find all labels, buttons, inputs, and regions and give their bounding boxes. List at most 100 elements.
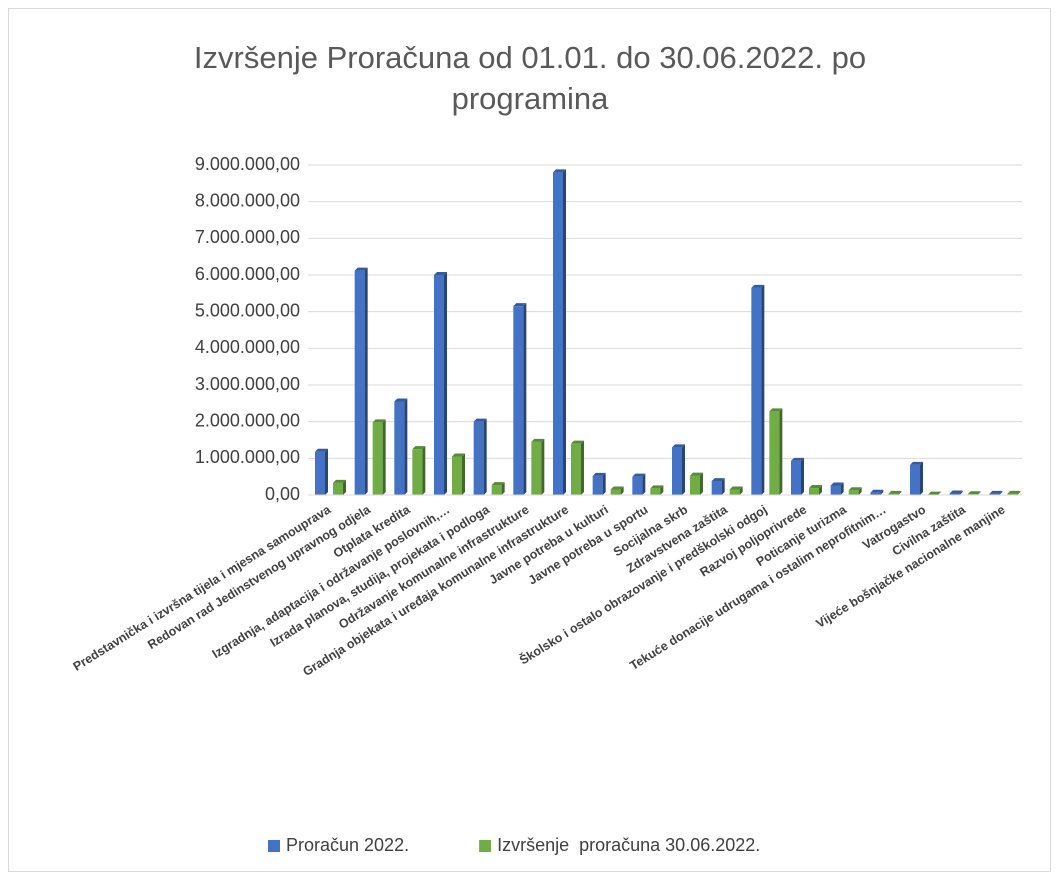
y-tick-label: 6.000.000,00: [195, 264, 300, 284]
bar-side: [364, 267, 368, 495]
bar-top: [473, 418, 487, 422]
bar: [434, 275, 444, 495]
bar: [333, 482, 343, 495]
bar-side: [325, 448, 328, 495]
bar-top: [690, 472, 703, 476]
bar: [531, 441, 542, 495]
bar-side: [999, 490, 1003, 495]
y-tick-label: 2.000.000,00: [195, 410, 300, 430]
bar-top: [531, 438, 545, 442]
bar-side: [1017, 490, 1021, 495]
bar-top: [513, 303, 527, 307]
bar-top: [394, 398, 408, 402]
bar-side: [700, 472, 703, 495]
bar: [571, 443, 581, 495]
bar-top: [830, 482, 844, 486]
bar-side: [444, 272, 447, 495]
bar-side: [977, 491, 981, 495]
y-tick-label: 4.000.000,00: [195, 337, 300, 357]
bar-top: [949, 490, 963, 494]
legend-swatch: [479, 840, 492, 852]
bar: [553, 172, 563, 496]
bar-top: [1007, 490, 1021, 494]
bar-top: [592, 472, 606, 476]
bar-side: [739, 486, 743, 495]
bar-side: [682, 444, 685, 495]
bar-side: [501, 482, 505, 495]
bar-side: [819, 485, 822, 495]
bar-side: [620, 486, 624, 495]
bar-side: [483, 418, 487, 495]
bar-top: [333, 479, 346, 483]
bar-side: [404, 398, 408, 495]
legend-label: Proračun 2022.: [286, 835, 409, 855]
bar-side: [462, 453, 465, 495]
bar-side: [779, 408, 783, 495]
bar-top: [870, 489, 884, 493]
bar: [690, 475, 700, 495]
bar-top: [452, 453, 465, 457]
bar: [315, 451, 325, 495]
chart-title: Izvršenje Proračuna od 01.01. do 30.06.2…: [194, 40, 866, 116]
bar: [870, 492, 881, 495]
bar: [830, 485, 841, 495]
bar-side: [801, 457, 804, 495]
bar: [949, 493, 960, 495]
bar: [751, 287, 762, 495]
bar: [650, 488, 661, 495]
bar-top: [412, 446, 426, 450]
bar: [769, 411, 780, 495]
bar: [888, 493, 899, 495]
bar-side: [343, 479, 346, 495]
bar-side: [959, 490, 963, 495]
bar-top: [967, 491, 981, 495]
bar-side: [880, 489, 884, 495]
bar-side: [938, 491, 941, 495]
bar: [452, 456, 462, 495]
bar-top: [848, 487, 862, 491]
bar: [848, 490, 859, 495]
chart-border: [8, 8, 1051, 872]
bar: [372, 422, 383, 495]
y-tick-label: 3.000.000,00: [195, 374, 300, 394]
bar: [1007, 493, 1018, 495]
y-tick-label: 5.000.000,00: [195, 300, 300, 320]
bar: [412, 449, 423, 495]
bar-top: [610, 486, 624, 490]
bar: [473, 421, 484, 495]
bar-side: [422, 446, 426, 495]
bar-side: [858, 487, 862, 495]
bar-top: [672, 444, 685, 448]
y-tick-label: 0,00: [265, 484, 300, 504]
bar-top: [729, 486, 743, 490]
bar-top: [491, 482, 505, 486]
bar-top: [751, 284, 765, 288]
bar-side: [581, 440, 584, 495]
bar-top: [650, 485, 664, 489]
bar-side: [920, 461, 923, 495]
bar-top: [888, 490, 902, 494]
bar-top: [571, 440, 584, 444]
bar: [632, 476, 643, 495]
bar: [791, 460, 801, 495]
bar-side: [660, 485, 664, 495]
y-tick-label: 7.000.000,00: [195, 227, 300, 247]
bar: [354, 270, 365, 495]
y-tick-label: 9.000.000,00: [195, 154, 300, 174]
y-tick-label: 8.000.000,00: [195, 190, 300, 210]
bar-side: [721, 478, 725, 495]
bar-side: [840, 482, 844, 495]
bar: [513, 306, 524, 495]
bar: [711, 481, 722, 495]
legend-swatch: [268, 840, 280, 852]
bar-top: [989, 490, 1003, 494]
bar: [491, 485, 502, 495]
bar-side: [761, 284, 765, 495]
bar-top: [354, 267, 368, 271]
bar-top: [434, 272, 447, 275]
bar: [610, 489, 621, 495]
bar-top: [791, 457, 804, 461]
bar: [394, 401, 405, 495]
bar-top: [315, 448, 328, 452]
